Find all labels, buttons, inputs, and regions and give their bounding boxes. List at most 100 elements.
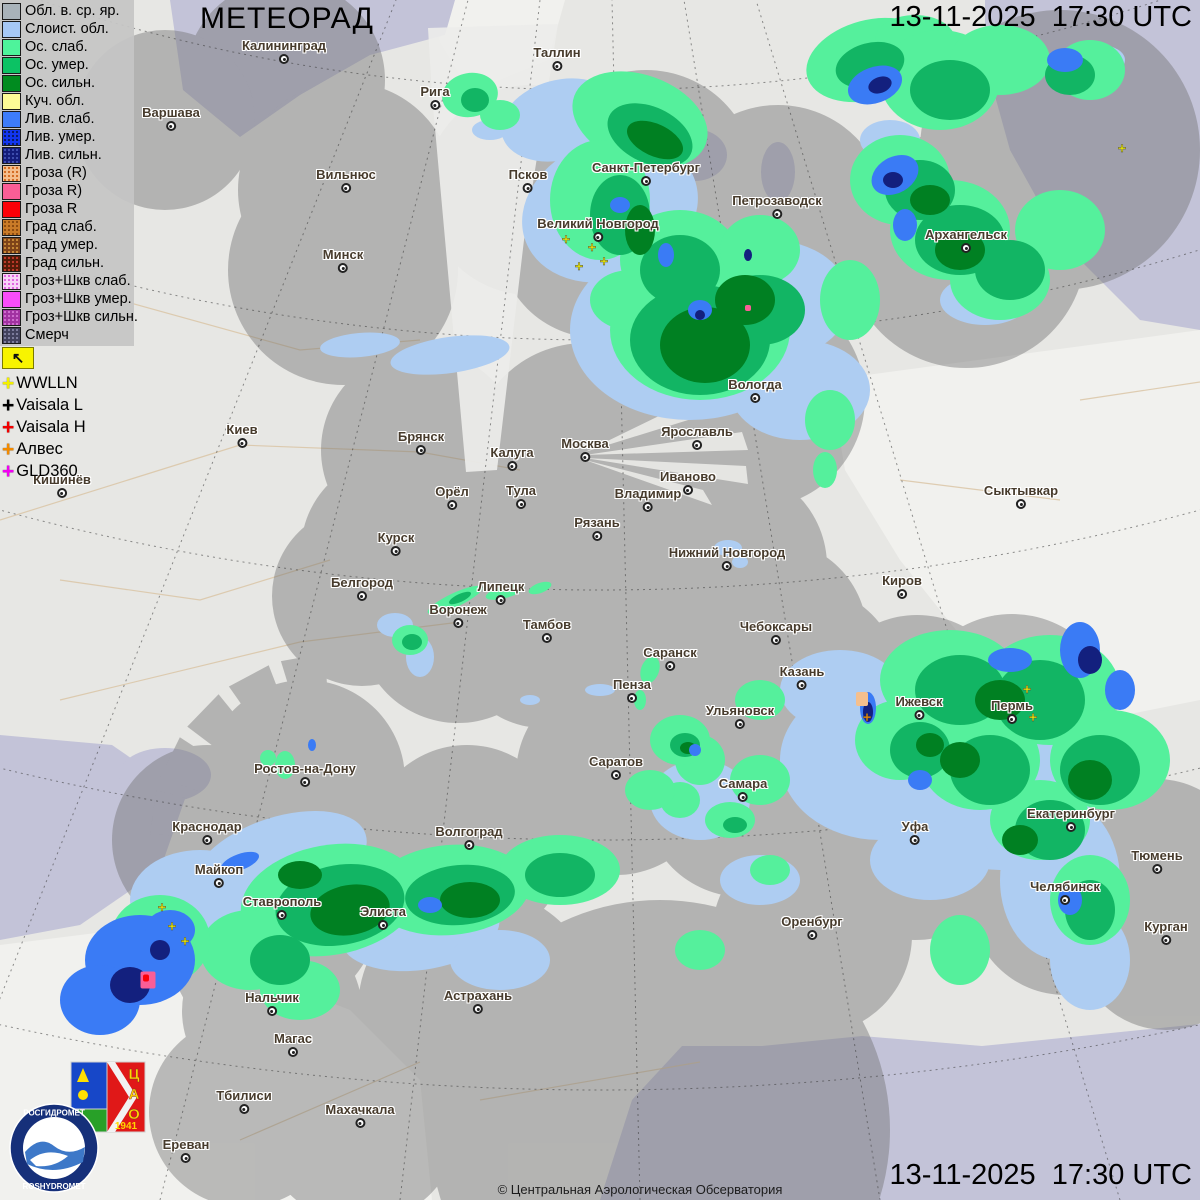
page-title: МЕТЕОРАД xyxy=(200,2,374,35)
lightning-cross-icon: + xyxy=(2,371,15,395)
legend-swatch xyxy=(2,110,21,128)
legend-label: Гроза (R) xyxy=(25,164,87,181)
legend-row: Куч. обл. xyxy=(2,92,134,110)
svg-text:1941: 1941 xyxy=(115,1121,138,1132)
svg-text:+: + xyxy=(1023,681,1032,698)
echo-layer-navy xyxy=(110,76,1102,1003)
legend-label: Град умер. xyxy=(25,236,98,253)
legend-swatch xyxy=(2,2,21,20)
legend-label: Ос. умер. xyxy=(25,56,89,73)
lightning-cross-icon: + xyxy=(2,459,15,483)
legend-row: Лив. сильн. xyxy=(2,146,134,164)
legend-label: Лив. слаб. xyxy=(25,110,95,127)
lightning-source-row: + GLD360 xyxy=(2,460,86,482)
legend-row: Лив. слаб. xyxy=(2,110,134,128)
svg-text:А: А xyxy=(129,1086,140,1103)
legend-swatch xyxy=(2,236,21,254)
legend-label: Град сильн. xyxy=(25,254,105,271)
lightning-sources-legend: + WWLLN + Vaisala L + Vaisala H + Алвес + GLD360 xyxy=(2,372,86,482)
pointer-arrow-icon: ↖ xyxy=(11,350,25,367)
svg-text:РОСГИДРОМЕТ: РОСГИДРОМЕТ xyxy=(23,1109,85,1118)
legend-swatch xyxy=(2,290,21,308)
legend-swatch xyxy=(2,200,21,218)
legend-row: Гроз+Шкв сильн. xyxy=(2,308,138,326)
legend-label: Слоист. обл. xyxy=(25,20,109,37)
legend-label: Гроз+Шкв сильн. xyxy=(25,308,138,325)
svg-text:+: + xyxy=(575,258,584,275)
legend-label: Ос. слаб. xyxy=(25,38,88,55)
legend-swatch xyxy=(2,146,21,164)
legend-label: Гроз+Шкв слаб. xyxy=(25,272,131,289)
attribution: © Центральная Аэрологическая Обсерватори… xyxy=(497,1182,783,1197)
legend-row: Обл. в. ср. яр. xyxy=(2,2,134,20)
svg-text:+: + xyxy=(600,253,609,270)
legend-swatch xyxy=(2,308,21,326)
legend-label: Гроза R xyxy=(25,200,78,217)
svg-text:+: + xyxy=(181,933,190,950)
legend-label: Обл. в. ср. яр. xyxy=(25,2,120,19)
lightning-cross-icon: + xyxy=(2,415,15,439)
legend-row: Град слаб. xyxy=(2,218,134,236)
lightning-source-row: + Vaisala H xyxy=(2,416,86,438)
legend-row: Гроза R xyxy=(2,200,134,218)
legend-row: Град сильн. xyxy=(2,254,134,272)
legend-row: Смерч xyxy=(2,326,134,344)
legend-row: Ос. слаб. xyxy=(2,38,134,56)
legend-swatch xyxy=(2,164,21,182)
echo-layer-heavy xyxy=(278,120,1112,936)
legend-row: Гроза (R) xyxy=(2,164,134,182)
legend-swatch xyxy=(2,128,21,146)
legend-swatch xyxy=(2,272,21,290)
lightning-cross-icon: + xyxy=(2,437,15,461)
svg-text:ROSHYDROMET: ROSHYDROMET xyxy=(22,1182,85,1191)
lightning-source-row: + Алвес xyxy=(2,438,86,460)
legend-swatch xyxy=(2,56,21,74)
legend-row: Ос. умер. xyxy=(2,56,134,74)
lightning-source-row: + WWLLN xyxy=(2,372,86,394)
legend-swatch xyxy=(2,92,21,110)
legend-label: Смерч xyxy=(25,326,69,343)
svg-text:+: + xyxy=(1118,140,1127,157)
legend-label: Гроз+Шкв умер. xyxy=(25,290,132,307)
svg-text:+: + xyxy=(863,709,872,726)
lightning-source-row: + Vaisala L xyxy=(2,394,86,416)
legend-row: Гроза R) xyxy=(2,182,134,200)
legend-swatch xyxy=(2,74,21,92)
legend-label: Ос. сильн. xyxy=(25,74,95,91)
legend-label: Лив. сильн. xyxy=(25,146,102,163)
svg-text:+: + xyxy=(1029,709,1038,726)
legend-row: Лив. умер. xyxy=(2,128,134,146)
legend-row: Ос. сильн. xyxy=(2,74,134,92)
precipitation-legend: Обл. в. ср. яр. Слоист. обл. Ос. слаб. Ос. … xyxy=(0,0,138,346)
timestamp-top: 13-11-2025 17:30 UTC xyxy=(889,1,1192,33)
pointer-symbol-box: ↖ xyxy=(2,347,34,369)
legend-swatch xyxy=(2,326,21,344)
roshydromet-logo: РОСГИДРОМЕТ ROSHYDROMET xyxy=(9,1103,99,1193)
legend-row: Гроз+Шкв умер. xyxy=(2,290,134,308)
lightning-source-label: GLD360 xyxy=(16,461,78,480)
legend-row: Слоист. обл. xyxy=(2,20,134,38)
svg-text:+: + xyxy=(158,899,167,916)
legend-swatch xyxy=(2,182,21,200)
legend-row: Гроз+Шкв слаб. xyxy=(2,272,134,290)
svg-text:О: О xyxy=(128,1106,140,1123)
lightning-cross-icon: + xyxy=(2,393,15,417)
legend-label: Куч. обл. xyxy=(25,92,85,109)
lightning-source-label: WWLLN xyxy=(16,373,78,392)
svg-text:+: + xyxy=(168,918,177,935)
legend-label: Лив. умер. xyxy=(25,128,96,145)
legend-label: Град слаб. xyxy=(25,218,97,235)
legend-row: Град умер. xyxy=(2,236,134,254)
legend-swatch xyxy=(2,218,21,236)
legend-swatch xyxy=(2,38,21,56)
legend-swatch xyxy=(2,20,21,38)
svg-text:+: + xyxy=(588,239,597,256)
lightning-source-label: Алвес xyxy=(16,439,63,458)
svg-text:Ц: Ц xyxy=(129,1066,140,1083)
lightning-source-label: Vaisala L xyxy=(16,395,83,414)
lightning-source-label: Vaisala H xyxy=(16,417,86,436)
legend-label: Гроза R) xyxy=(25,182,83,199)
